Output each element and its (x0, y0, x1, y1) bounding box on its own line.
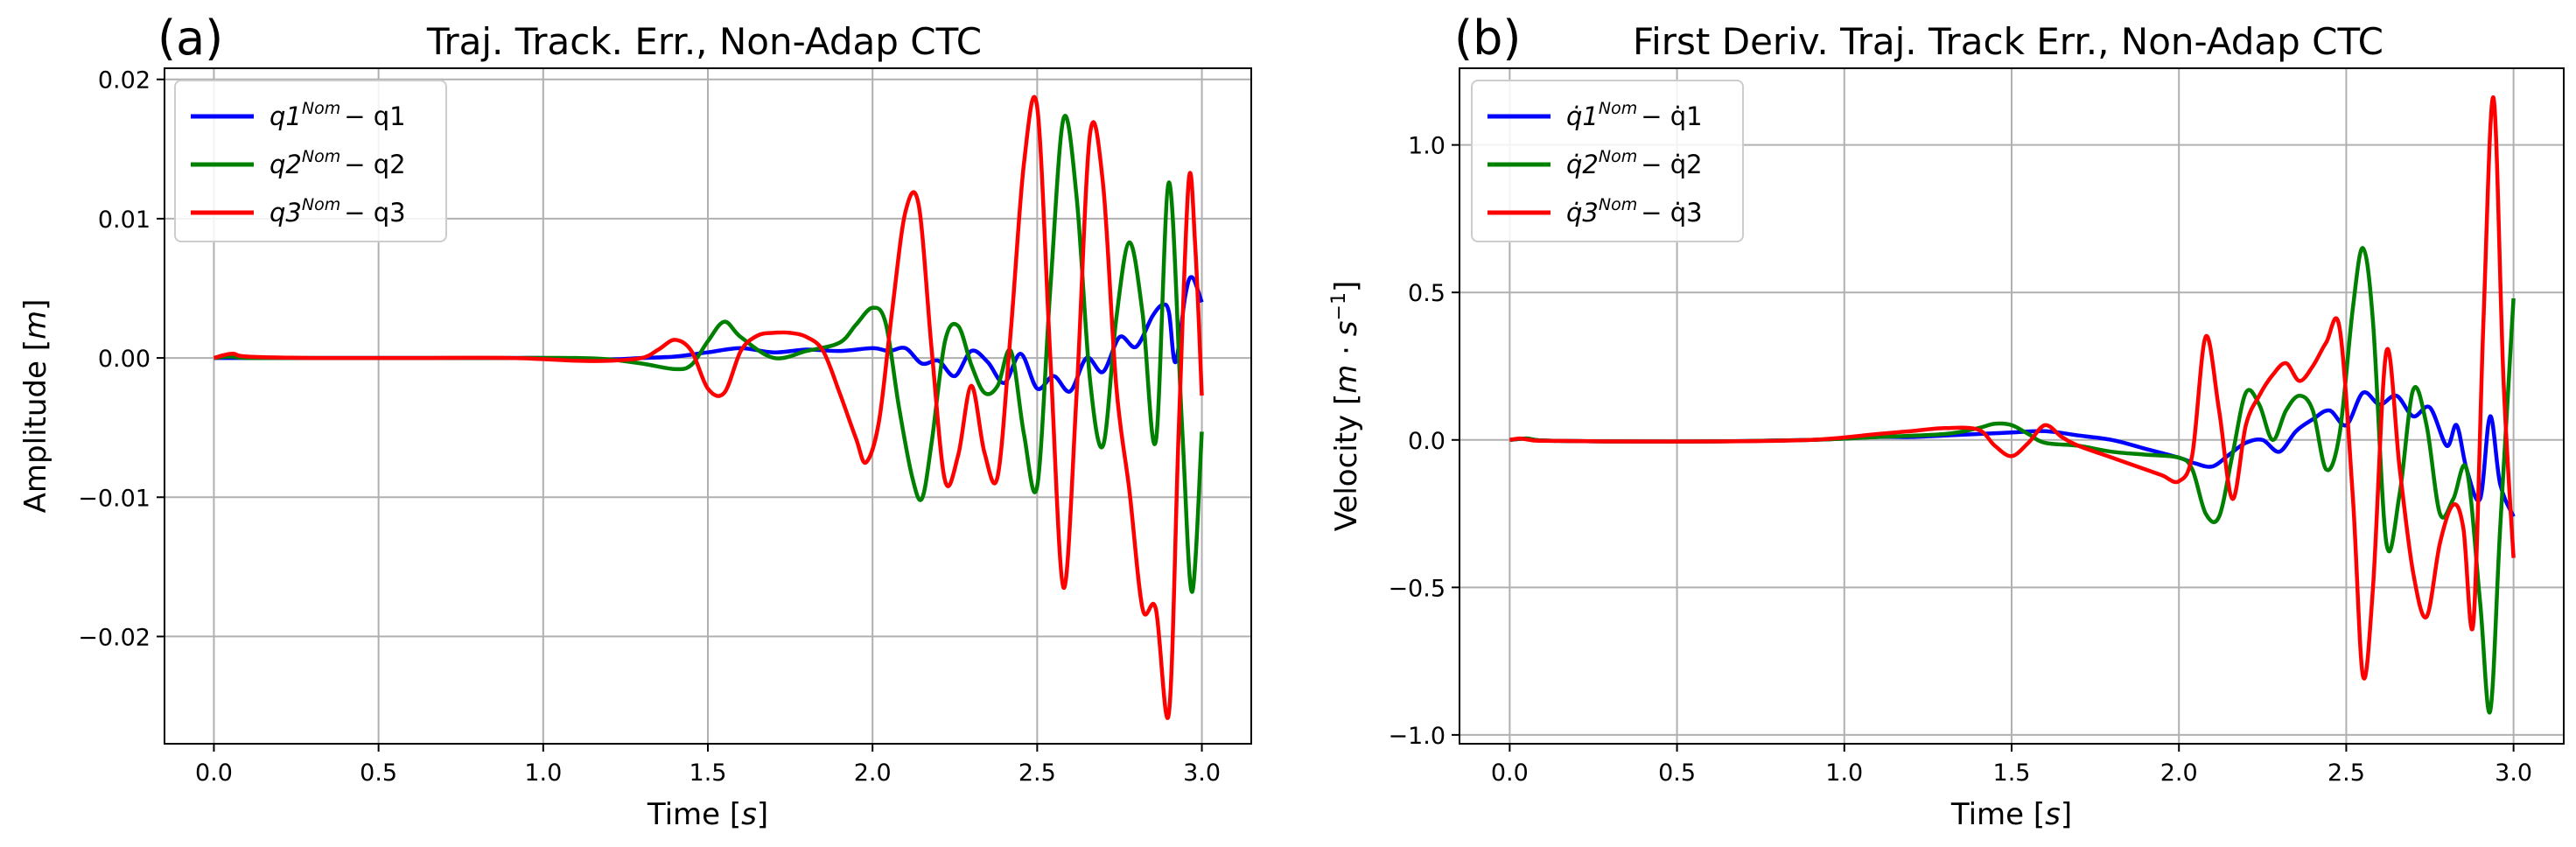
chart-a-series-line-3 (213, 94, 1204, 720)
chart-a-title: Traj. Track. Err., Non-Adap CTC (426, 20, 982, 63)
chart-b-legend-label-qdot3: q̇3Nom − q̇3 (1566, 195, 1703, 228)
chart-b-panel-label: (b) (1454, 10, 1521, 66)
chart-a-legend-label-q3: q3Nom − q3 (270, 195, 406, 228)
chart-b-y-tick-label: 0.5 (1408, 280, 1446, 307)
chart-b-legend-box (1471, 80, 1744, 242)
chart-a-x-tick-label: 1.5 (690, 760, 727, 787)
chart-b-x-axis-label: Time [s] (1950, 797, 2072, 832)
chart-a-x-axis-label: Time [s] (647, 797, 768, 832)
chart-a-legend: q1Nom − q1 q2Nom − q2 q3Nom − q3 (174, 80, 447, 242)
chart-a-legend-label-q2: q2Nom − q2 (270, 147, 406, 179)
chart-b-legend-label-qdot2: q̇2Nom − q̇2 (1566, 147, 1703, 179)
chart-b-legend-label-qdot1: q̇1Nom − q̇1 (1566, 99, 1703, 131)
chart-a-x-tick-label: 2.0 (854, 760, 892, 787)
chart-b-x-tick-label: 2.0 (2160, 760, 2198, 787)
chart-b-y-tick-label: −0.5 (1388, 575, 1446, 602)
chart-a-y-tick-label: −0.01 (78, 485, 150, 512)
chart-a-x-tick-label: 0.0 (195, 760, 233, 787)
chart-b-x-tick-label: 0.5 (1658, 760, 1696, 787)
chart-b-title: First Deriv. Traj. Track Err., Non-Adap … (1633, 20, 2384, 63)
chart-a-y-tick-label: 0.02 (98, 67, 150, 94)
chart-b-series-line-3 (1509, 95, 2516, 681)
chart-a-x-tick-label: 0.5 (360, 760, 397, 787)
chart-a-legend-label-q1: q1Nom − q1 (270, 99, 406, 131)
chart-b-legend-entry-qdot2: q̇2Nom − q̇2 (1488, 147, 1703, 179)
chart-a-panel-label: (a) (158, 10, 223, 66)
chart-b-y-axis-label: Velocity [m · s−1] (1328, 281, 1364, 531)
chart-b-x-tick-label: 1.0 (1825, 760, 1863, 787)
chart-b-y-tick-label: −1.0 (1388, 723, 1446, 750)
chart-a-x-tick-label: 3.0 (1183, 760, 1221, 787)
chart-a-series-lines (213, 94, 1204, 720)
chart-a-legend-entry-q3: q3Nom − q3 (191, 195, 406, 228)
chart-a-legend-entry-q2: q2Nom − q2 (191, 147, 406, 179)
chart-a-legend-entry-q1: q1Nom − q1 (191, 99, 406, 131)
chart-a-x-tick-label: 2.5 (1018, 760, 1056, 787)
chart-b-x-tick-label: 1.5 (1993, 760, 2031, 787)
chart-b-legend-entry-qdot3: q̇3Nom − q̇3 (1488, 195, 1703, 228)
chart-b-ticks: 0.0 0.5 1.0 1.5 2.0 2.5 3.0 −1.0 −0.5 0.0 0.5 1.0 (1388, 133, 2532, 787)
chart-a-x-tick-label: 1.0 (524, 760, 562, 787)
chart-b-legend-entry-qdot1: q̇1Nom − q̇1 (1488, 99, 1703, 131)
chart-a-y-tick-label: 0.01 (98, 206, 150, 234)
chart-a-y-tick-label: 0.00 (98, 346, 150, 373)
chart-b-y-tick-label: 1.0 (1408, 133, 1446, 160)
chart-a-y-axis-label: Amplitude [m] (18, 299, 53, 514)
chart-b-x-tick-label: 2.5 (2328, 760, 2365, 787)
chart-a-y-tick-label: −0.02 (78, 624, 150, 651)
chart-b-x-tick-label: 0.0 (1491, 760, 1529, 787)
chart-b-x-tick-label: 3.0 (2495, 760, 2532, 787)
chart-b-y-tick-label: 0.0 (1408, 428, 1446, 455)
chart-a-ticks: 0.0 0.5 1.0 1.5 2.0 2.5 3.0 −0.02 −0.01 0.00 0.01 0… (78, 67, 1221, 787)
chart-a-legend-box (174, 80, 447, 242)
chart-panel-b: (b) First Deriv. Traj. Track Err., Non-A… (1328, 10, 2565, 832)
chart-b-legend: q̇1Nom − q̇1 q̇2Nom − q̇2 q̇3Nom − q̇3 (1471, 80, 1744, 242)
chart-a-series-line-2 (214, 114, 1204, 594)
chart-panel-a: (a) Traj. Track. Err., Non-Adap CTC 0.0 0… (18, 10, 1252, 832)
chart-b-series-lines (1509, 95, 2516, 715)
